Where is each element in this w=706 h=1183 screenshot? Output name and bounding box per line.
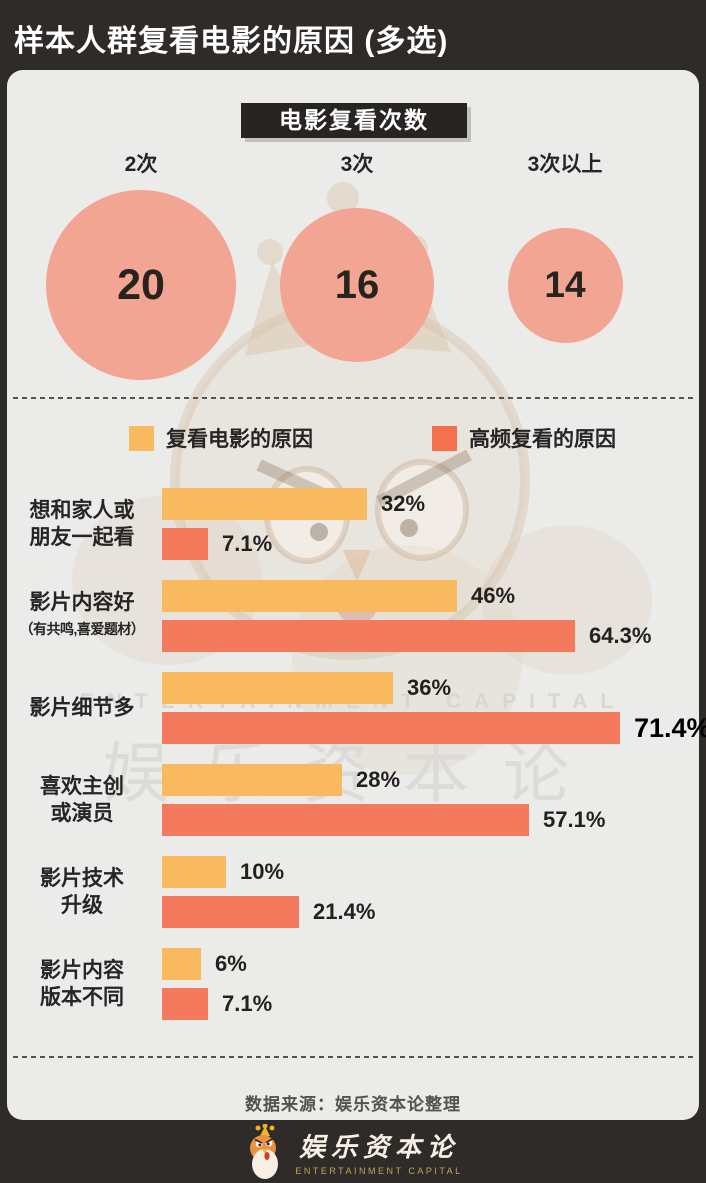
category-label: 影片内容好 （有共鸣,喜爱题材） [19, 591, 145, 637]
bubble-label: 2次 [124, 153, 158, 176]
category-label: 影片内容 版本不同 [40, 959, 124, 1009]
bar-value-label: 36% [407, 675, 452, 700]
legend-label: 高频复看的原因 [469, 428, 616, 451]
rewatch-bar [162, 580, 457, 612]
bar-value-label: 64.3% [589, 623, 652, 648]
high-frequency-bar [162, 620, 575, 652]
bar-value-label: 71.4% [634, 713, 706, 743]
bar-value-label: 7.1% [222, 991, 273, 1016]
rewatch-bar [162, 948, 201, 980]
bar-value-label: 7.1% [222, 531, 273, 556]
legend-item: 复看电影的原因 [129, 425, 313, 451]
high-frequency-bar [162, 712, 620, 744]
legend-label: 复看电影的原因 [166, 428, 313, 451]
bar-value-label: 57.1% [543, 807, 606, 832]
legend-item: 高频复看的原因 [432, 425, 616, 451]
rewatch-bar [162, 672, 393, 704]
rewatch-bar [162, 764, 342, 796]
bubble-value: 14 [507, 227, 623, 343]
brand-logo: 娱乐资本论 ENTERTAINMENT CAPITAL [243, 1123, 462, 1180]
category-label: 影片细节多 [29, 696, 135, 720]
category-label: 喜欢主创 或演员 [40, 775, 124, 825]
high-frequency-bar [162, 804, 529, 836]
rewatch-bar [162, 856, 226, 888]
high-frequency-bar [162, 896, 299, 928]
rewatch-bar [162, 488, 367, 520]
category-label: 想和家人或 朋友一起看 [29, 499, 135, 549]
data-source-note: 数据来源：娱乐资本论整理 [245, 1095, 461, 1114]
brand-text: 娱乐资本论 ENTERTAINMENT CAPITAL [295, 1127, 462, 1176]
bubble-value: 20 [46, 190, 236, 380]
bubble-label: 3次以上 [527, 153, 603, 176]
bubble-label: 3次 [340, 153, 374, 176]
dotted-divider-top [13, 397, 693, 400]
category-label: 影片技术 升级 [40, 867, 124, 917]
content-panel: ENTERTAINMENT CAPITAL 娱乐资本论 电影复看次数 2次203… [7, 70, 706, 1120]
high-frequency-bar [162, 528, 208, 560]
footer: 娱乐资本论 ENTERTAINMENT CAPITAL [0, 1120, 706, 1183]
dotted-divider-bottom [13, 1056, 693, 1059]
bar-value-label: 32% [381, 491, 426, 516]
page-title: 样本人群复看电影的原因 (多选) [14, 25, 449, 58]
bar-value-label: 46% [471, 583, 516, 608]
high-frequency-bar [162, 988, 208, 1020]
bar-value-label: 21.4% [313, 899, 376, 924]
bar-value-label: 10% [240, 859, 285, 884]
bubble-value: 16 [280, 208, 434, 362]
legend-swatch-icon [129, 425, 154, 451]
legend-swatch-icon [432, 425, 457, 451]
rewatch-count-badge: 电影复看次数 [241, 103, 467, 138]
brand-name-en: ENTERTAINMENT CAPITAL [295, 1166, 463, 1176]
mascot-logo-icon [250, 1123, 279, 1179]
bar-value-label: 28% [356, 767, 401, 792]
brand-name-cn: 娱乐资本论 [298, 1132, 459, 1162]
bar-value-label: 6% [215, 951, 247, 976]
